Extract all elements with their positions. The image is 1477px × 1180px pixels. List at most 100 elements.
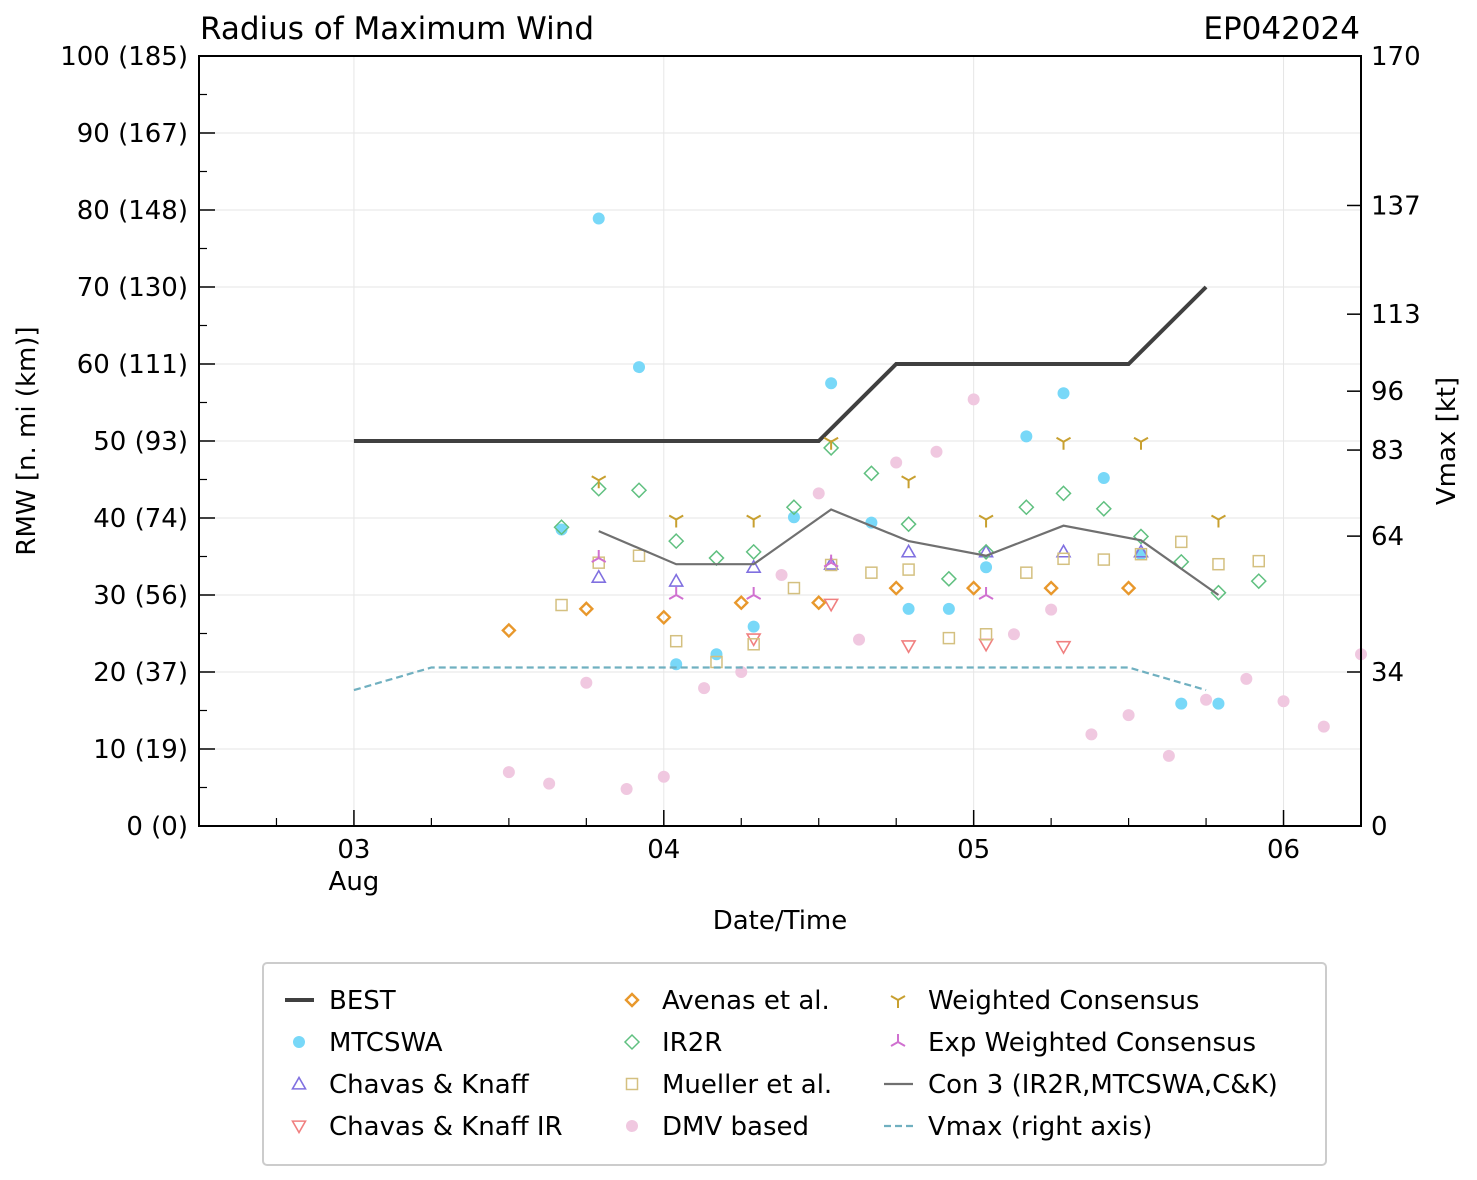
data-point-dmv-based-4 xyxy=(657,770,670,783)
data-point-mtcswa-14 xyxy=(1097,471,1110,484)
data-point-avenas-et-al-4 xyxy=(811,595,827,611)
data-point-chavas-knaff-ir-1 xyxy=(823,598,840,613)
data-point-dmv-based-21 xyxy=(1317,720,1330,733)
data-point-mueller-et-al-15 xyxy=(1134,547,1148,561)
data-point-ir2r-3 xyxy=(668,533,685,550)
legend-item-vmax-right-axis: Vmax (right axis) xyxy=(884,1112,1152,1142)
data-point-mtcswa-13 xyxy=(1057,387,1070,400)
data-point-ir2r-10 xyxy=(940,570,957,587)
y-right-tick-label-0: 0 xyxy=(1371,812,1388,842)
legend-item-exp-weighted-consensus: Exp Weighted Consensus xyxy=(890,1028,1256,1058)
data-point-dmv-based-6 xyxy=(735,666,748,678)
y-tick-label-1: 10 (19) xyxy=(93,735,188,765)
series-line-con-3-ir2r-mtcswa-c-k xyxy=(598,508,1220,596)
data-point-exp-weighted-consensus-0 xyxy=(591,550,607,563)
data-point-dmv-based-11 xyxy=(930,445,943,458)
data-point-dmv-based-13 xyxy=(1007,628,1020,641)
data-point-mueller-et-al-8 xyxy=(865,566,878,579)
data-point-mtcswa-9 xyxy=(902,602,915,615)
legend-label-mueller-et-al: Mueller et al. xyxy=(662,1070,832,1100)
data-point-dmv-based-3 xyxy=(620,783,633,796)
y-tick-label-5: 50 (93) xyxy=(93,427,188,457)
data-point-ir2r-14 xyxy=(1095,500,1112,517)
series-con-3-ir2r-mtcswa-c-k xyxy=(598,508,1220,596)
y-tick-label-0: 0 (0) xyxy=(126,812,188,842)
legend-label-chavas-knaff: Chavas & Knaff xyxy=(329,1070,530,1100)
data-point-mueller-et-al-18 xyxy=(1252,554,1265,568)
data-point-dmv-based-12 xyxy=(967,393,980,406)
y-axis-label: RMW [n. mi (km)] xyxy=(12,326,42,555)
data-point-mtcswa-1 xyxy=(592,212,605,225)
data-point-dmv-based-9 xyxy=(853,633,866,646)
data-point-weighted-consensus-2 xyxy=(746,514,762,528)
data-point-mtcswa-12 xyxy=(1020,430,1033,443)
series-avenas-et-al xyxy=(501,580,1137,639)
data-point-dmv-based-1 xyxy=(543,777,556,790)
x-tick-label-0: 03 xyxy=(337,835,370,865)
y-right-tick-label-2: 64 xyxy=(1371,522,1404,552)
data-point-ir2r-7 xyxy=(823,439,840,456)
data-point-mtcswa-6 xyxy=(787,511,800,524)
legend-label-avenas-et-al: Avenas et al. xyxy=(662,986,830,1016)
legend-label-chavas-knaff-ir: Chavas & Knaff IR xyxy=(329,1112,563,1142)
data-point-weighted-consensus-0 xyxy=(591,475,607,489)
data-point-mueller-et-al-6 xyxy=(787,581,801,595)
data-point-avenas-et-al-3 xyxy=(733,595,749,611)
data-point-weighted-consensus-7 xyxy=(1133,436,1149,450)
data-point-mueller-et-al-3 xyxy=(669,634,683,648)
legend-item-chavas-knaff-ir: Chavas & Knaff IR xyxy=(291,1112,563,1142)
data-point-dmv-based-19 xyxy=(1240,672,1253,685)
data-point-mueller-et-al-16 xyxy=(1175,535,1188,549)
y-right-tick-label-5: 113 xyxy=(1371,300,1421,330)
data-point-chavas-knaff-7 xyxy=(1133,543,1149,558)
data-point-ir2r-6 xyxy=(785,499,803,516)
data-point-dmv-based-5 xyxy=(698,682,711,695)
chart-title: Radius of Maximum Wind xyxy=(200,11,594,47)
legend-label-best: BEST xyxy=(329,986,396,1016)
data-point-ir2r-12 xyxy=(1018,499,1035,516)
data-point-dmv-based-8 xyxy=(812,487,825,500)
data-point-ir2r-13 xyxy=(1055,485,1072,502)
data-point-mueller-et-al-13 xyxy=(1057,552,1070,566)
data-point-avenas-et-al-1 xyxy=(578,601,595,617)
legend: BEST MTCSWA Chavas & Knaff Chavas & Knaff I… xyxy=(285,986,1278,1142)
series-line-vmax-right-axis xyxy=(353,666,1207,692)
legend-label-ir2r: IR2R xyxy=(662,1028,722,1058)
y-tick-label-10: 100 (185) xyxy=(60,42,188,72)
data-point-avenas-et-al-7 xyxy=(1043,580,1059,596)
data-point-chavas-knaff-6 xyxy=(1055,543,1072,558)
data-point-dmv-based-2 xyxy=(580,676,593,689)
y-tick-label-9: 90 (167) xyxy=(77,119,188,149)
legend-label-weighted-consensus: Weighted Consensus xyxy=(928,986,1199,1016)
legend-box xyxy=(262,962,1327,1166)
data-point-chavas-knaff-ir-2 xyxy=(900,640,917,654)
data-point-weighted-consensus-3 xyxy=(823,436,839,450)
data-point-mueller-et-al-17 xyxy=(1212,557,1225,571)
data-point-ir2r-1 xyxy=(590,480,607,497)
data-point-mtcswa-0 xyxy=(555,523,568,536)
legend-swatch-mueller-et-al xyxy=(625,1077,639,1091)
data-point-mtcswa-10 xyxy=(942,602,955,615)
storm-id: EP042024 xyxy=(1203,11,1360,47)
data-point-avenas-et-al-5 xyxy=(888,580,904,596)
legend-item-dmv-based: DMV based xyxy=(626,1112,809,1142)
data-point-weighted-consensus-5 xyxy=(978,514,994,528)
legend-item-con-3-ir2r-mtcswa-c-k: Con 3 (IR2R,MTCSWA,C&K) xyxy=(884,1070,1278,1100)
series-ir2r xyxy=(553,439,1267,601)
data-point-mtcswa-4 xyxy=(710,648,723,661)
legend-swatch-chavas-knaff-ir xyxy=(291,1120,307,1135)
y-right-tick-label-7: 170 xyxy=(1371,42,1421,72)
data-point-dmv-based-10 xyxy=(890,456,903,469)
y-tick-label-4: 40 (74) xyxy=(93,504,188,534)
legend-item-best: BEST xyxy=(285,986,396,1016)
data-point-dmv-based-0 xyxy=(502,766,515,779)
data-point-mueller-et-al-5 xyxy=(747,638,760,651)
y-right-tick-label-4: 96 xyxy=(1371,377,1404,407)
data-point-weighted-consensus-8 xyxy=(1210,514,1226,528)
data-point-avenas-et-al-0 xyxy=(501,622,517,639)
data-point-ir2r-15 xyxy=(1132,528,1150,545)
data-point-dmv-based-16 xyxy=(1122,709,1135,722)
data-point-ir2r-4 xyxy=(708,549,725,567)
y-right-tick-label-1: 34 xyxy=(1371,658,1404,688)
